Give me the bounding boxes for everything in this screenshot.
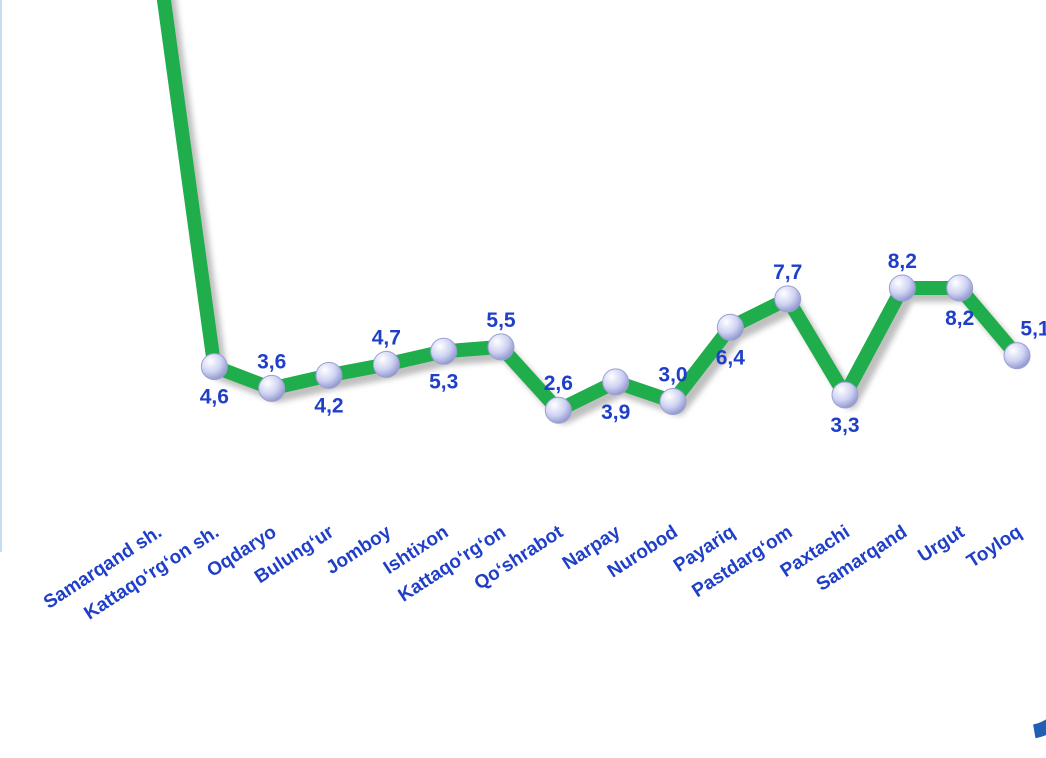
data-point-marker bbox=[372, 350, 400, 378]
data-label: 4,2 bbox=[314, 394, 343, 417]
series-line bbox=[156, 0, 1023, 418]
line-shadow bbox=[161, 0, 1029, 425]
data-point-marker bbox=[258, 374, 286, 402]
data-label: 7,7 bbox=[773, 261, 802, 284]
data-label: 3,0 bbox=[658, 364, 687, 387]
data-label: 4,6 bbox=[200, 386, 229, 409]
data-point-marker bbox=[487, 333, 515, 361]
data-label: 5,3 bbox=[429, 370, 458, 393]
data-point-marker bbox=[888, 274, 916, 302]
x-tick-label: Jomboy bbox=[323, 521, 396, 579]
data-point-marker bbox=[659, 388, 687, 416]
data-label: 8,2 bbox=[888, 250, 917, 273]
data-label: 3,9 bbox=[601, 401, 630, 424]
series-markers bbox=[200, 274, 1031, 424]
data-label: 4,7 bbox=[372, 326, 401, 349]
line-chart: 23,74,63,64,24,75,35,52,63,93,06,47,73,3… bbox=[40, 0, 1046, 624]
data-point-marker bbox=[774, 285, 802, 313]
data-label: 5,1 bbox=[1020, 318, 1046, 341]
data-label: 5,5 bbox=[486, 309, 516, 332]
series-line-path bbox=[156, 0, 1023, 418]
data-point-marker bbox=[544, 396, 572, 424]
x-tick-label: Urgut bbox=[914, 521, 968, 567]
x-tick-label: Toyloq bbox=[963, 522, 1025, 573]
data-point-marker bbox=[1003, 342, 1031, 370]
data-label: 3,6 bbox=[257, 350, 286, 373]
data-label: 3,3 bbox=[830, 414, 859, 437]
series-line-shadow bbox=[161, 0, 1029, 425]
data-point-marker bbox=[831, 381, 859, 409]
data-point-marker bbox=[602, 368, 630, 396]
data-point-marker bbox=[716, 313, 744, 341]
chart-frame-edge bbox=[0, 0, 2, 552]
x-axis-tick-labels: Samarqand sh.Kattaqo‘rg‘on sh.OqdaryoBul… bbox=[40, 521, 1026, 624]
data-labels: 23,74,63,64,24,75,35,52,63,93,06,47,73,3… bbox=[200, 250, 1046, 437]
data-label: 2,6 bbox=[544, 372, 573, 395]
data-point-marker bbox=[430, 337, 458, 365]
data-label: 8,2 bbox=[945, 307, 974, 330]
data-point-marker bbox=[946, 274, 974, 302]
data-point-marker bbox=[200, 353, 228, 381]
data-point-marker bbox=[315, 361, 343, 389]
data-label: 6,4 bbox=[716, 346, 746, 369]
